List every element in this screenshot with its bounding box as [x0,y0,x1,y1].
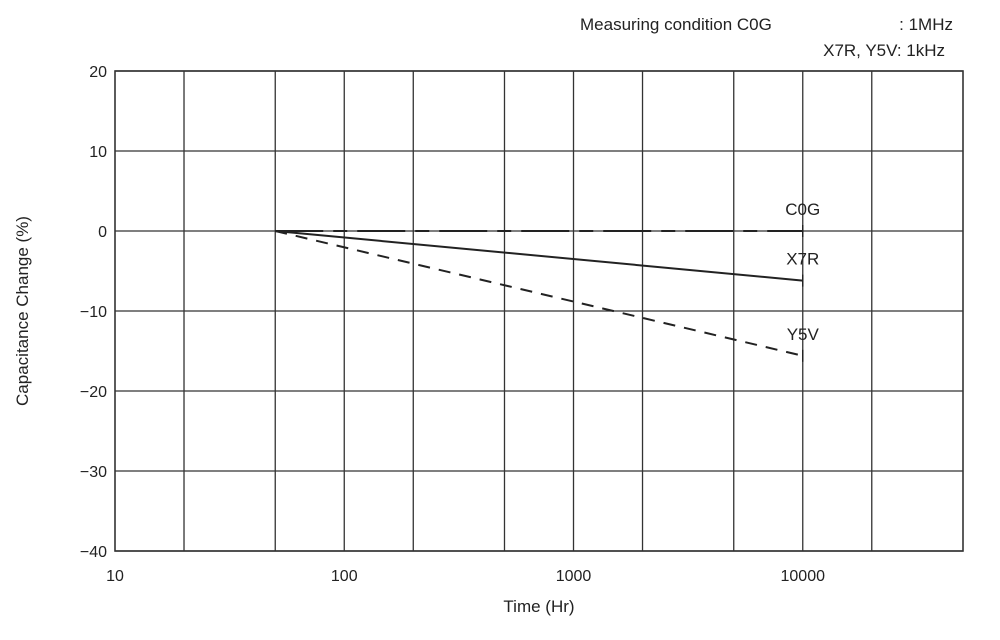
series-label-x7r: X7R [786,250,819,269]
y-tick-label: 0 [98,224,107,241]
x-tick-label: 1000 [556,568,592,585]
series-label-c0g: C0G [785,200,820,219]
x-tick-label: 100 [331,568,358,585]
annotation-line2: X7R, Y5V: 1kHz [823,41,945,60]
y-tick-label: 10 [89,144,107,161]
series-lines: C0G X7R Y5V [275,200,820,362]
y-tick-label: −30 [80,464,107,481]
plot-frame [114,70,964,552]
x-tick-label: 10000 [781,568,826,585]
grid [114,70,964,552]
x-axis-label: Time (Hr) [503,597,574,616]
annotation-line1-value: : 1MHz [899,15,953,34]
y-tick-label: −40 [80,544,107,561]
series-line-y5v [275,230,803,357]
y-axis-label: Capacitance Change (%) [13,216,32,406]
x-tick-label: 10 [106,568,124,585]
series-line-x7r [275,230,803,282]
y-tick-label: −20 [80,384,107,401]
annotation-line1-label: Measuring condition C0G [580,15,772,34]
y-tick-label: −10 [80,304,107,321]
series-label-y5v: Y5V [787,325,820,344]
y-tick-label: 20 [89,64,107,81]
